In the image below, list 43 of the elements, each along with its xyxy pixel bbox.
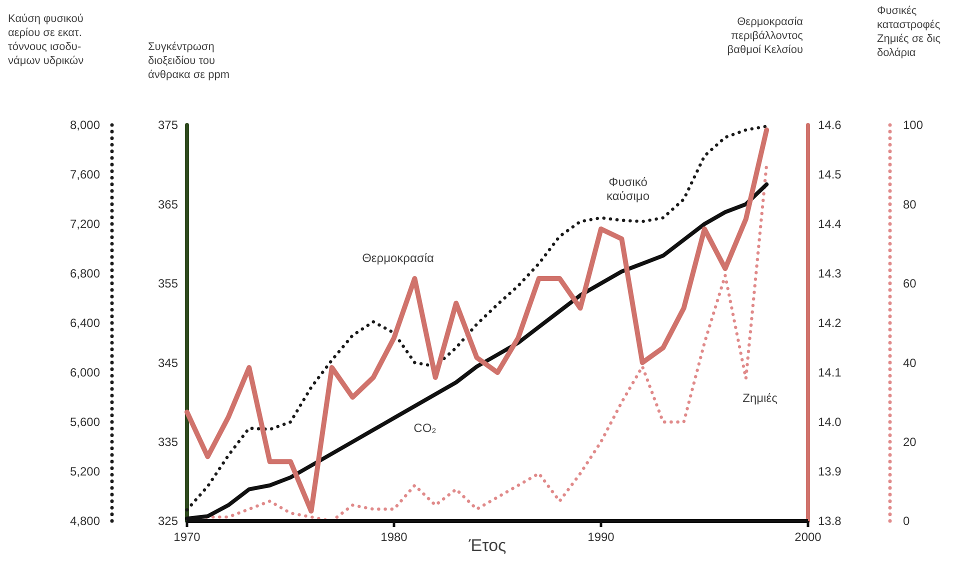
y2-tick-label: 375 [158, 118, 178, 132]
y-tick-label: 5,600 [70, 415, 100, 430]
y-tick-label: 4,800 [70, 514, 100, 528]
y3-tick-label: 14.3 [818, 266, 842, 281]
y-tick-label: 80 [903, 197, 917, 212]
y3-tick-label: 14.6 [818, 118, 842, 132]
series-label: Ζημιές [742, 391, 778, 405]
x-axis-title: Έτος [468, 536, 506, 555]
series-label: Φυσικό καύσιμο [606, 175, 650, 203]
series-label: Θερμοκρασία [362, 251, 434, 265]
y2-tick-label: 355 [158, 276, 178, 291]
y2-axis-title: Συγκέντρωση διοξειδίου του άνθρακα σε ppm [148, 41, 230, 81]
y3-tick-label: 13.8 [818, 514, 842, 528]
x-tick-label: 1970 [174, 530, 201, 544]
y3-tick-label: 14.2 [818, 316, 842, 330]
x-tick-label: 1980 [380, 530, 408, 544]
y3-tick-label: 14.1 [818, 366, 842, 380]
y2-tick-label: 325 [158, 514, 178, 528]
y3-tick-label: 13.9 [818, 464, 842, 479]
y-tick-label: 6,000 [70, 366, 100, 380]
y-tick-label: 60 [903, 276, 917, 291]
y-axis-title: Φυσικές καταστροφές Ζημιές σε δις δολάρια [877, 5, 940, 59]
y3-tick-label: 14.4 [818, 217, 842, 232]
y-tick-label: 100 [903, 118, 924, 132]
x-tick-label: 2000 [794, 530, 822, 544]
y-tick-label: 5,200 [70, 464, 100, 479]
y3-tick-label: 14.5 [818, 168, 842, 182]
y2-tick-label: 335 [158, 435, 178, 449]
y3-tick-label: 14.0 [818, 415, 842, 430]
y-tick-label: 6,800 [70, 266, 100, 281]
y-tick-label: 8,000 [70, 118, 100, 132]
y3-axis-title: Θερμοκρασία περιβάλλοντος βαθμοί Κελσίου [727, 16, 804, 56]
y-tick-label: 7,600 [70, 168, 100, 182]
y-tick-label: 7,200 [70, 217, 100, 232]
y-tick-label: 20 [903, 435, 917, 449]
y2-tick-label: 365 [158, 197, 178, 212]
y2-tick-label: 345 [158, 356, 178, 370]
y-tick-label: 40 [903, 356, 917, 370]
y-tick-label: 0 [903, 514, 910, 528]
y-axis-title: Καύση φυσικού αερίου σε εκατ. τόννους ισοδυ- νάμων υδρικών [8, 13, 84, 67]
x-tick-label: 1990 [588, 530, 615, 544]
series-label: CO₂ [414, 421, 437, 435]
y-tick-label: 6,400 [70, 316, 100, 330]
